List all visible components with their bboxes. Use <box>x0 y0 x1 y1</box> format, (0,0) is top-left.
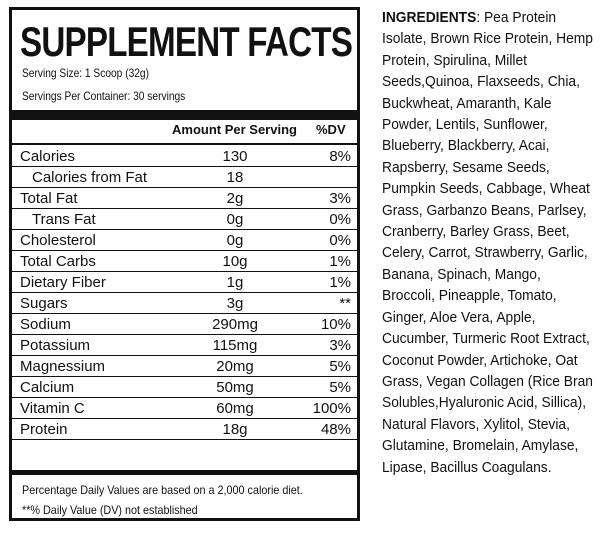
ingredients-label: INGREDIENTS <box>382 9 477 26</box>
nutrient-name: Protein <box>20 421 68 438</box>
nutrient-dv: ** <box>339 295 351 312</box>
dv-column-header: %DV <box>316 122 346 137</box>
nutrient-amount: 3g <box>226 295 244 312</box>
nutrient-row: Total Fat 2g 3% <box>12 188 357 209</box>
nutrient-dv: 0% <box>329 232 351 249</box>
nutrient-dv: 5% <box>329 358 351 375</box>
nutrient-name: Cholesterol <box>20 232 96 249</box>
nutrient-dv: 8% <box>329 148 351 165</box>
nutrient-dv: 1% <box>329 274 351 291</box>
nutrient-name: Dietary Fiber <box>20 274 106 291</box>
nutrient-row: Sugars 3g ** <box>12 293 357 314</box>
header-divider <box>12 143 357 145</box>
nutrient-row: Trans Fat 0g 0% <box>12 209 357 230</box>
nutrient-name: Trans Fat <box>32 211 96 228</box>
footnote-dv-not-established: **% Daily Value (DV) not established <box>22 503 198 517</box>
nutrient-amount: 290mg <box>212 316 258 333</box>
nutrient-row: Potassium 115mg 3% <box>12 335 357 356</box>
nutrient-name: Calories from Fat <box>32 169 148 186</box>
nutrient-amount: 2g <box>226 190 244 207</box>
nutrient-name: Total Fat <box>20 190 78 207</box>
nutrient-row: Calories 130 8% <box>12 146 357 167</box>
footer-divider <box>12 470 357 475</box>
nutrient-amount: 10g <box>222 253 248 270</box>
nutrient-name: Potassium <box>20 337 91 354</box>
nutrient-row: Cholesterol 0g 0% <box>12 230 357 251</box>
serving-size: Serving Size: 1 Scoop (32g) <box>22 66 150 80</box>
nutrient-dv: 100% <box>312 400 351 417</box>
nutrient-row: Calcium 50mg 5% <box>12 377 357 398</box>
ingredients-list: : Pea Protein Isolate, Brown Rice Protei… <box>382 9 593 476</box>
nutrient-amount: 1g <box>226 274 244 291</box>
servings-per-container: Servings Per Container: 30 servings <box>22 89 186 103</box>
amount-column-header: Amount Per Serving <box>172 122 297 137</box>
nutrient-amount: 130 <box>222 148 248 165</box>
nutrient-name: Sugars <box>20 295 68 312</box>
nutrient-amount: 18 <box>226 169 244 186</box>
panel-title: SUPPLEMENT FACTS <box>20 18 353 65</box>
nutrient-row: Sodium 290mg 10% <box>12 314 357 335</box>
nutrient-row: Calories from Fat 18 <box>12 167 357 188</box>
nutrient-amount: 0g <box>226 232 244 249</box>
nutrient-name: Calories <box>20 148 76 165</box>
nutrient-dv: 10% <box>320 316 351 333</box>
thick-divider <box>12 110 357 120</box>
nutrient-row: Total Carbs 10g 1% <box>12 251 357 272</box>
nutrient-dv: 1% <box>329 253 351 270</box>
nutrient-row: Protein 18g 48% <box>12 419 357 440</box>
nutrient-row: Magnessium 20mg 5% <box>12 356 357 377</box>
nutrient-name: Vitamin C <box>20 400 85 417</box>
nutrient-row: Vitamin C 60mg 100% <box>12 398 357 419</box>
nutrient-name: Magnessium <box>20 358 106 375</box>
nutrient-dv: 5% <box>329 379 351 396</box>
nutrient-amount: 50mg <box>216 379 254 396</box>
nutrient-amount: 115mg <box>212 337 258 354</box>
nutrient-amount: 18g <box>222 421 248 438</box>
nutrient-amount: 0g <box>226 211 244 228</box>
nutrient-dv: 3% <box>329 190 351 207</box>
nutrient-name: Sodium <box>20 316 71 333</box>
footnote-daily-values: Percentage Daily Values are based on a 2… <box>22 483 303 497</box>
nutrient-amount: 60mg <box>216 400 254 417</box>
nutrient-name: Total Carbs <box>20 253 96 270</box>
nutrient-rows: Calories 130 8% Calories from Fat 18 Total Fa… <box>12 146 357 440</box>
nutrient-amount: 20mg <box>216 358 254 375</box>
supplement-facts-panel: SUPPLEMENT FACTS Serving Size: 1 Scoop (… <box>9 7 360 521</box>
nutrient-row: Dietary Fiber 1g 1% <box>12 272 357 293</box>
nutrient-dv: 3% <box>329 337 351 354</box>
ingredients-block: INGREDIENTS: Pea Protein Isolate, Brown … <box>382 7 595 478</box>
nutrient-dv: 0% <box>329 211 351 228</box>
nutrient-name: Calcium <box>20 379 75 396</box>
nutrient-dv: 48% <box>320 421 351 438</box>
